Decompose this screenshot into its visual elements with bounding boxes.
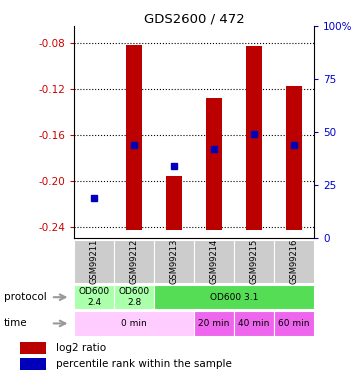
Text: 20 min: 20 min: [198, 319, 230, 328]
Bar: [246, 46, 262, 230]
Bar: [234, 240, 274, 283]
Bar: [114, 240, 154, 283]
Bar: [74, 285, 114, 309]
Title: GDS2600 / 472: GDS2600 / 472: [144, 12, 244, 25]
Text: GSM99214: GSM99214: [209, 239, 218, 284]
Bar: [154, 240, 194, 283]
Bar: [206, 98, 222, 230]
Bar: [194, 311, 234, 336]
Bar: [274, 240, 314, 283]
Bar: [194, 240, 234, 283]
Text: 0 min: 0 min: [121, 319, 147, 328]
Text: GSM99211: GSM99211: [90, 239, 99, 284]
Bar: [274, 311, 314, 336]
Bar: [20, 357, 46, 370]
Text: protocol: protocol: [4, 292, 46, 302]
Text: log2 ratio: log2 ratio: [56, 343, 106, 352]
Text: 60 min: 60 min: [278, 319, 310, 328]
Text: time: time: [4, 318, 27, 328]
Bar: [114, 285, 154, 309]
Text: GSM99212: GSM99212: [130, 239, 139, 284]
Bar: [234, 311, 274, 336]
Bar: [20, 342, 46, 354]
Text: OD600 3.1: OD600 3.1: [210, 292, 258, 302]
Bar: [74, 240, 114, 283]
Bar: [126, 45, 142, 230]
Text: GSM99216: GSM99216: [290, 239, 299, 284]
Bar: [286, 86, 302, 230]
Text: OD600
2.4: OD600 2.4: [78, 288, 110, 307]
Bar: [74, 311, 194, 336]
Text: percentile rank within the sample: percentile rank within the sample: [56, 358, 231, 369]
Text: GSM99215: GSM99215: [249, 239, 258, 284]
Text: 40 min: 40 min: [238, 319, 270, 328]
Bar: [166, 176, 182, 230]
Text: GSM99213: GSM99213: [170, 239, 179, 284]
Text: OD600
2.8: OD600 2.8: [118, 288, 149, 307]
Bar: [154, 285, 314, 309]
